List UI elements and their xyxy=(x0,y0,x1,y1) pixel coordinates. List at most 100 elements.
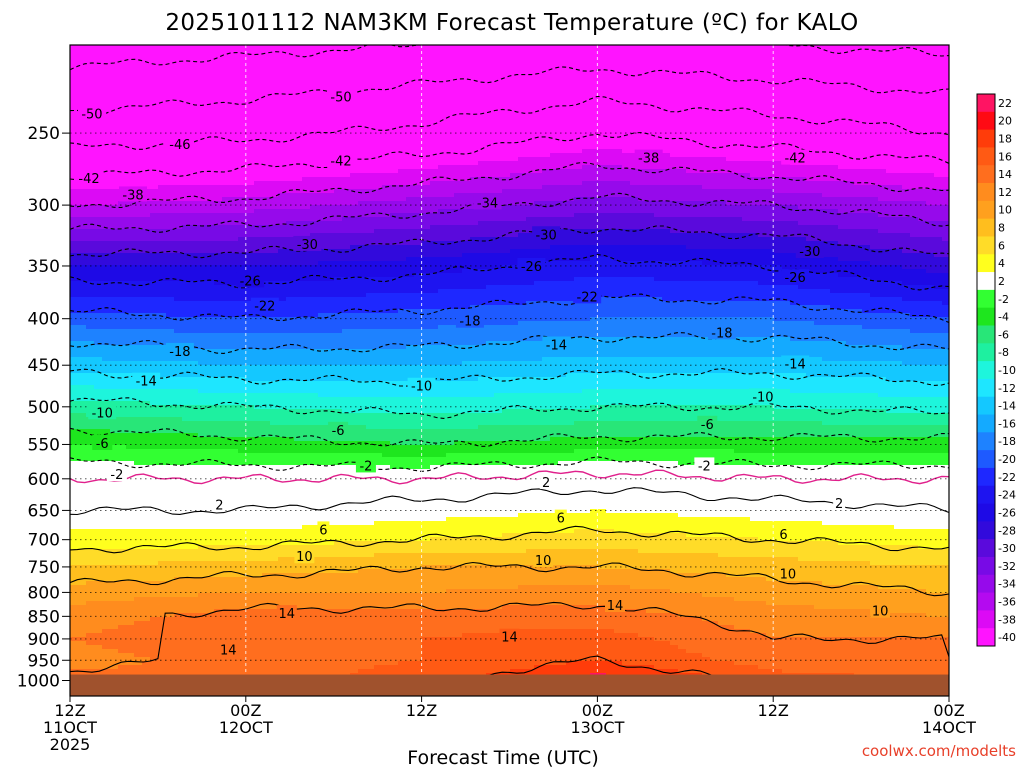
temperature-cell xyxy=(238,357,247,362)
temperature-cell xyxy=(214,457,223,462)
temperature-cell xyxy=(190,53,199,58)
temperature-cell xyxy=(150,285,159,290)
temperature-cell xyxy=(302,661,311,666)
temperature-cell xyxy=(78,325,87,330)
temperature-cell xyxy=(118,621,127,626)
temperature-cell xyxy=(214,241,223,246)
temperature-cell xyxy=(150,165,159,170)
temperature-cell xyxy=(70,273,79,278)
temperature-cell xyxy=(238,465,247,470)
temperature-cell xyxy=(126,69,135,74)
temperature-cell xyxy=(206,181,215,186)
temperature-cell xyxy=(278,561,287,566)
temperature-cell xyxy=(286,161,295,166)
temperature-cell xyxy=(70,485,79,490)
temperature-cell xyxy=(214,253,223,258)
temperature-cell xyxy=(246,181,255,186)
temperature-cell xyxy=(198,297,207,302)
temperature-cell xyxy=(214,473,223,478)
temperature-cell xyxy=(270,325,279,330)
temperature-cell xyxy=(230,193,239,198)
temperature-cell xyxy=(310,281,319,286)
temperature-cell xyxy=(118,669,127,674)
temperature-cell xyxy=(302,517,311,522)
temperature-cell xyxy=(262,393,271,398)
temperature-cell xyxy=(142,577,151,582)
temperature-cell xyxy=(158,597,167,602)
temperature-cell xyxy=(70,481,79,486)
temperature-cell xyxy=(102,245,111,250)
temperature-cell xyxy=(126,257,135,262)
temperature-cell xyxy=(126,229,135,234)
temperature-cell xyxy=(278,509,287,514)
temperature-cell xyxy=(262,121,271,126)
temperature-cell xyxy=(102,609,111,614)
temperature-cell xyxy=(230,257,239,262)
temperature-cell xyxy=(198,273,207,278)
temperature-cell xyxy=(302,293,311,298)
temperature-cell xyxy=(278,117,287,122)
temperature-cell xyxy=(150,553,159,558)
temperature-cell xyxy=(278,381,287,386)
temperature-cell xyxy=(150,281,159,286)
temperature-cell xyxy=(270,361,279,366)
temperature-cell xyxy=(70,553,79,558)
temperature-cell xyxy=(86,325,95,330)
temperature-cell xyxy=(254,457,263,462)
temperature-cell xyxy=(190,269,199,274)
temperature-cell xyxy=(254,217,263,222)
temperature-cell xyxy=(262,89,271,94)
temperature-cell xyxy=(270,233,279,238)
temperature-cell xyxy=(86,333,95,338)
temperature-cell xyxy=(118,269,127,274)
temperature-cell xyxy=(126,401,135,406)
temperature-cell xyxy=(190,477,199,482)
temperature-cell xyxy=(222,121,231,126)
temperature-cell xyxy=(134,121,143,126)
temperature-cell xyxy=(294,165,303,170)
temperature-cell xyxy=(198,657,207,662)
temperature-cell xyxy=(102,201,111,206)
temperature-cell xyxy=(214,85,223,90)
temperature-cell xyxy=(150,309,159,314)
temperature-cell xyxy=(118,257,127,262)
temperature-cell xyxy=(310,321,319,326)
temperature-cell xyxy=(302,81,311,86)
temperature-cell xyxy=(174,465,183,470)
temperature-cell xyxy=(70,341,79,346)
temperature-cell xyxy=(94,465,103,470)
temperature-cell xyxy=(78,141,87,146)
temperature-cell xyxy=(134,389,143,394)
temperature-cell xyxy=(246,553,255,558)
temperature-cell xyxy=(70,521,79,526)
temperature-cell xyxy=(222,65,231,70)
temperature-cell xyxy=(286,441,295,446)
temperature-cell xyxy=(118,345,127,350)
temperature-cell xyxy=(230,325,239,330)
temperature-cell xyxy=(262,437,271,442)
temperature-cell xyxy=(134,461,143,466)
temperature-cell xyxy=(286,393,295,398)
temperature-cell xyxy=(230,481,239,486)
temperature-cell xyxy=(134,313,143,318)
temperature-cell xyxy=(150,545,159,550)
temperature-cell xyxy=(102,377,111,382)
temperature-cell xyxy=(70,73,79,78)
temperature-cell xyxy=(182,81,191,86)
temperature-cell xyxy=(150,589,159,594)
temperature-cell xyxy=(238,193,247,198)
temperature-cell xyxy=(310,217,319,222)
temperature-cell xyxy=(302,577,311,582)
temperature-cell xyxy=(222,597,231,602)
temperature-cell xyxy=(174,621,183,626)
temperature-cell xyxy=(94,309,103,314)
temperature-cell xyxy=(310,389,319,394)
temperature-cell xyxy=(214,593,223,598)
temperature-cell xyxy=(78,485,87,490)
temperature-cell xyxy=(166,173,175,178)
temperature-cell xyxy=(86,233,95,238)
temperature-cell xyxy=(310,353,319,358)
temperature-cell xyxy=(78,581,87,586)
temperature-cell xyxy=(230,433,239,438)
temperature-cell xyxy=(230,249,239,254)
